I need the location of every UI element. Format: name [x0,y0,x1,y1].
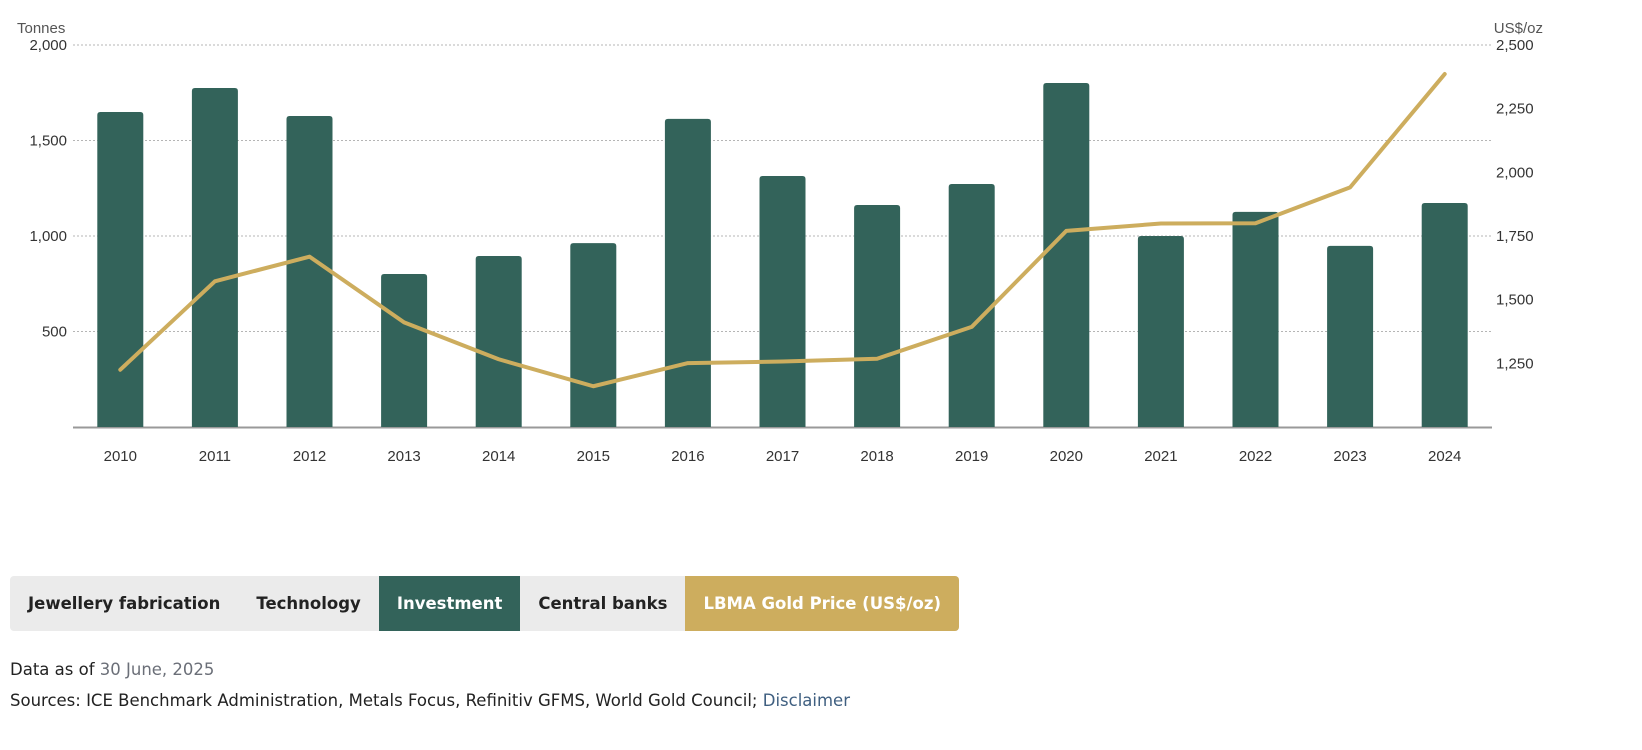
bar-2018 [854,205,901,427]
bar-2020 [1043,83,1090,427]
sources-text: Sources: ICE Benchmark Administration, M… [10,691,758,710]
legend-central-banks[interactable]: Central banks [538,594,668,613]
bar-2013 [381,274,428,427]
left-tick-label: 500 [42,324,67,341]
x-tick-label: 2022 [1239,448,1272,465]
x-tick-label: 2012 [293,448,326,465]
bar-2019 [948,184,995,427]
legend-lbma-gold-price[interactable]: LBMA Gold Price (US$/oz) [685,576,959,631]
bar-2015 [570,243,617,427]
legend-investment[interactable]: Investment [378,576,521,631]
right-tick-label: 2,250 [1496,101,1534,118]
sources: Sources: ICE Benchmark Administration, M… [10,691,850,710]
bar-2012 [286,116,333,427]
bar-2011 [191,87,238,427]
bar-2023 [1327,245,1374,427]
data-as-of: Data as of 30 June, 2025 [10,660,214,679]
x-tick-label: 2018 [860,448,893,465]
right-tick-label: 1,250 [1496,355,1534,372]
bar-2017 [759,176,806,427]
right-tick-label: 1,500 [1496,292,1534,309]
x-tick-label: 2024 [1428,448,1461,465]
bar-2021 [1137,236,1184,427]
x-tick-label: 2019 [955,448,988,465]
left-tick-label: 2,000 [29,37,67,54]
legend-jewellery-fabrication[interactable]: Jewellery fabrication [28,594,221,613]
x-tick-label: 2017 [766,448,799,465]
bar-2010 [97,112,144,427]
x-tick-label: 2020 [1050,448,1083,465]
left-axis-label: Tonnes [17,20,65,37]
x-tick-label: 2014 [482,448,515,465]
right-tick-label: 1,750 [1496,228,1534,245]
data-as-of-label: Data as of [10,660,95,679]
x-tick-label: 2016 [671,448,704,465]
legend-technology[interactable]: Technology [256,594,361,613]
x-tick-label: 2013 [387,448,420,465]
disclaimer-link[interactable]: Disclaimer [762,691,850,710]
bar-2022 [1232,211,1279,427]
bar-2016 [664,118,711,428]
data-as-of-date: 30 June, 2025 [99,660,215,679]
right-axis-label: US$/oz [1494,20,1543,37]
x-tick-label: 2023 [1333,448,1366,465]
chart: Tonnes US$/oz 500 1,000 1,500 2,000 1,250 1,5… [17,20,1543,465]
x-tick-label: 2010 [104,448,137,465]
x-tick-label: 2011 [199,448,231,465]
x-tick-label: 2021 [1144,448,1177,465]
right-tick-label: 2,500 [1496,37,1534,54]
bar-2024 [1421,202,1468,427]
right-tick-label: 2,000 [1496,164,1534,181]
legend: Jewellery fabrication Technology Investm… [10,576,959,631]
left-tick-label: 1,000 [29,228,67,245]
x-tick-label: 2015 [577,448,610,465]
bar-2014 [475,256,522,427]
left-tick-label: 1,500 [29,133,67,150]
